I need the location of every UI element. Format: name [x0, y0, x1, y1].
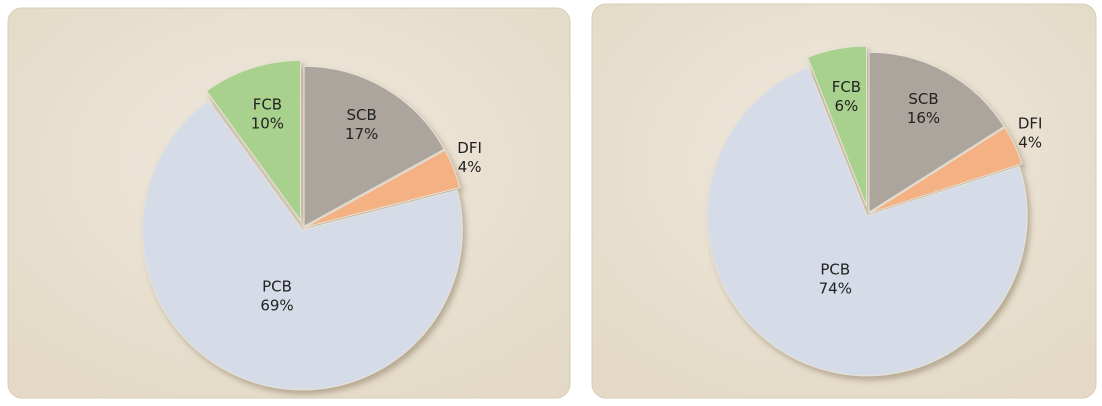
pie-slice [806, 45, 868, 207]
pie-slice [141, 99, 463, 391]
value-label: 16% [907, 109, 940, 127]
category-label: DFI [457, 139, 482, 157]
value-label: 4% [1018, 134, 1042, 152]
slice-label: FCB 6% [832, 78, 861, 115]
pie-slice [869, 126, 1023, 214]
value-label: 10% [251, 114, 284, 132]
category-label: FCB [832, 78, 861, 96]
pie-slice [868, 51, 1005, 214]
pie-slice [304, 149, 461, 228]
category-label: SCB [346, 106, 376, 124]
slice-label: DFI 4% [457, 139, 482, 176]
slice-label: PCB 69% [260, 277, 293, 314]
slice-label: FCB 10% [251, 95, 284, 132]
slice-label: PCB 74% [819, 260, 852, 297]
category-label: DFI [1018, 115, 1043, 133]
category-label: PCB [820, 260, 850, 278]
category-label: PCB [262, 277, 292, 295]
category-label: SCB [908, 90, 938, 108]
value-label: 6% [835, 97, 859, 115]
value-label: 74% [819, 279, 852, 297]
pie-slice [205, 59, 302, 222]
value-label: 69% [260, 296, 293, 314]
value-label: 4% [458, 158, 482, 176]
pie [706, 45, 1028, 377]
pie-slice [303, 65, 445, 228]
pie [141, 59, 463, 391]
pie-slice [706, 66, 1028, 377]
value-label: 17% [345, 125, 378, 143]
category-label: FCB [253, 95, 282, 113]
slice-label: SCB 16% [907, 90, 940, 127]
slice-label: DFI 4% [1018, 115, 1043, 152]
slice-label: SCB 17% [345, 106, 378, 143]
